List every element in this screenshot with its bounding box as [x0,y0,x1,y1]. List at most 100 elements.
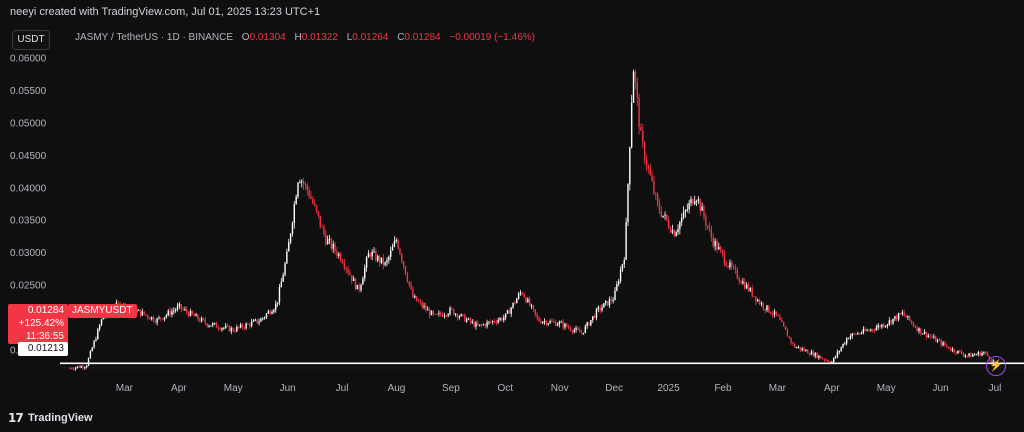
candle-body [834,356,837,358]
candle-body [558,321,561,325]
candle-body [692,199,694,205]
candle-body [794,343,796,348]
candle-body [775,311,777,315]
candle-body [493,321,496,323]
candle-body [840,347,842,351]
candle-body [877,325,879,328]
candle-body [80,366,82,368]
candle-body [736,269,739,279]
candle-body [393,241,396,247]
candle-body [747,284,750,291]
candle-body [71,368,73,370]
candle-body [934,336,937,342]
lightning-bolt-icon[interactable]: ⚡ [986,356,1006,376]
candle-body [936,339,939,342]
candle-body [516,298,518,304]
candle-body [729,262,731,268]
candle-body [102,316,105,320]
candle-body [795,347,798,349]
candle-body [868,330,870,332]
candle-body [617,281,620,285]
candle-body [349,272,351,276]
candle-body [87,358,90,366]
candle-body [647,165,650,169]
candle-body [182,309,184,311]
candle-body [351,275,353,281]
y-tick-label: 0.04500 [10,151,47,162]
candle-body [779,316,781,320]
candle-body [738,278,740,282]
candle-body [703,206,705,217]
price-chart[interactable]: 0.06000 0.05500 0.05000 0.04500 0.04000 0.035… [0,24,1024,404]
candle-body [499,318,501,321]
candle-body [883,324,885,327]
candle-body [962,353,965,356]
candle-body [160,317,162,319]
candle-body [599,307,601,311]
candle-body [864,328,866,331]
candle-body [315,205,318,211]
tradingview-logo-icon: 17 [8,411,24,425]
current-price-tag: 0.01284 [8,304,68,318]
candle-body [310,196,312,199]
candle-body [417,301,420,303]
candle-body [912,322,915,326]
candle-body [326,239,329,245]
chart-area[interactable]: 0.06000 0.05500 0.05000 0.04500 0.04000 0.035… [0,24,1024,404]
candle-body [447,314,449,316]
candle-body [267,311,270,314]
candle-body [523,294,525,298]
candle-body [929,335,931,337]
footer: 17 TradingView [0,404,1024,432]
candle-body [530,305,533,307]
header-text: neeyi created with TradingView.com, Jul … [10,6,321,18]
candle-body [204,319,207,324]
candle-body [851,333,853,337]
candle-body [666,214,668,221]
candle-body [85,365,88,368]
candle-body [838,350,840,352]
symbol-legend: JASMY / TetherUS · 1D · BINANCE O0.01304… [75,32,535,43]
candle-body [807,350,809,354]
candle-body [708,227,711,230]
candle-body [753,296,755,298]
candle-body [241,324,244,328]
currency-selector-button[interactable]: USDT [12,30,50,50]
candle-body [84,367,86,369]
candle-body [221,328,223,330]
candle-body [543,321,546,323]
candle-body [979,352,981,356]
candle-body [260,318,262,322]
candle-body [243,327,245,329]
x-tick-label: 2025 [657,383,680,394]
candle-body [332,244,334,249]
candle-body [853,333,855,335]
candle-body [788,336,790,338]
candle-body [944,342,946,346]
candle-body [955,352,957,354]
candle-body [688,203,690,210]
candle-body [265,313,268,318]
candle-body [352,278,355,281]
candle-body [212,323,214,326]
candle-body [636,82,638,98]
candle-body [777,314,779,317]
candle-body [588,322,590,326]
candle-body [810,351,813,355]
candle-body [191,310,194,315]
candle-body [145,314,147,316]
candle-body [925,331,928,337]
candle-body [727,265,729,268]
candle-body [590,319,592,326]
candle-body [358,284,360,291]
candle-body [719,247,722,250]
candle-body [632,71,635,103]
y-tick-label: 0.03500 [10,216,47,227]
x-tick-label: Mar [769,383,787,394]
candle-body [540,321,542,324]
x-tick-label: May [877,383,896,394]
candle-body [97,329,99,340]
low-value: 0.01264 [352,32,389,43]
candle-body [286,251,288,264]
candle-body [100,319,103,326]
